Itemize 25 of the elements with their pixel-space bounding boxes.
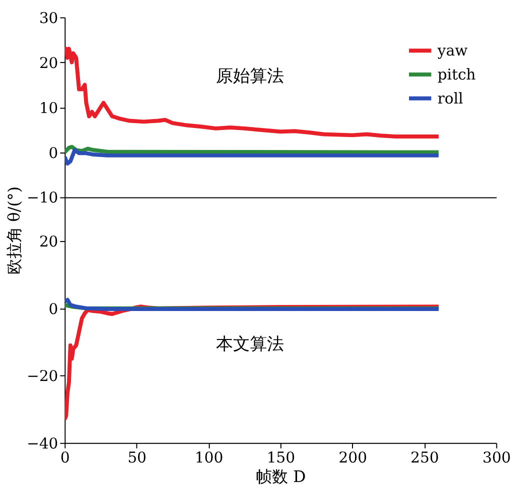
x-tick-label: 200 bbox=[338, 448, 368, 466]
y-tick-label: −40 bbox=[26, 434, 58, 452]
y-tick-label: −10 bbox=[26, 188, 58, 207]
annotation: 原始算法 bbox=[216, 66, 284, 86]
x-tick-label: 150 bbox=[266, 448, 296, 466]
line-series bbox=[64, 148, 441, 166]
y-tick-label: −20 bbox=[26, 367, 58, 386]
legend-label: yaw bbox=[436, 42, 468, 60]
legend-label: roll bbox=[438, 89, 464, 108]
x-tick-label: 100 bbox=[194, 448, 224, 466]
line-series bbox=[64, 298, 441, 311]
y-tick-label: 20 bbox=[39, 54, 58, 72]
y-tick-label: 20 bbox=[39, 232, 58, 250]
x-tick-label: 50 bbox=[128, 448, 147, 466]
x-tick-label: 300 bbox=[482, 448, 511, 466]
y-axis-title: 欧拉角 θ/(°) bbox=[4, 186, 24, 275]
legend-label: pitch bbox=[438, 65, 476, 84]
x-axis-title: 帧数 D bbox=[256, 467, 306, 486]
x-tick-label: 0 bbox=[60, 448, 70, 466]
y-tick-label: 30 bbox=[39, 8, 58, 27]
y-tick-label: 10 bbox=[39, 98, 58, 117]
x-tick-label: 250 bbox=[410, 448, 439, 466]
y-tick-label: 0 bbox=[48, 300, 58, 318]
annotation: 本文算法 bbox=[216, 334, 284, 354]
y-tick-label: 0 bbox=[48, 144, 58, 162]
